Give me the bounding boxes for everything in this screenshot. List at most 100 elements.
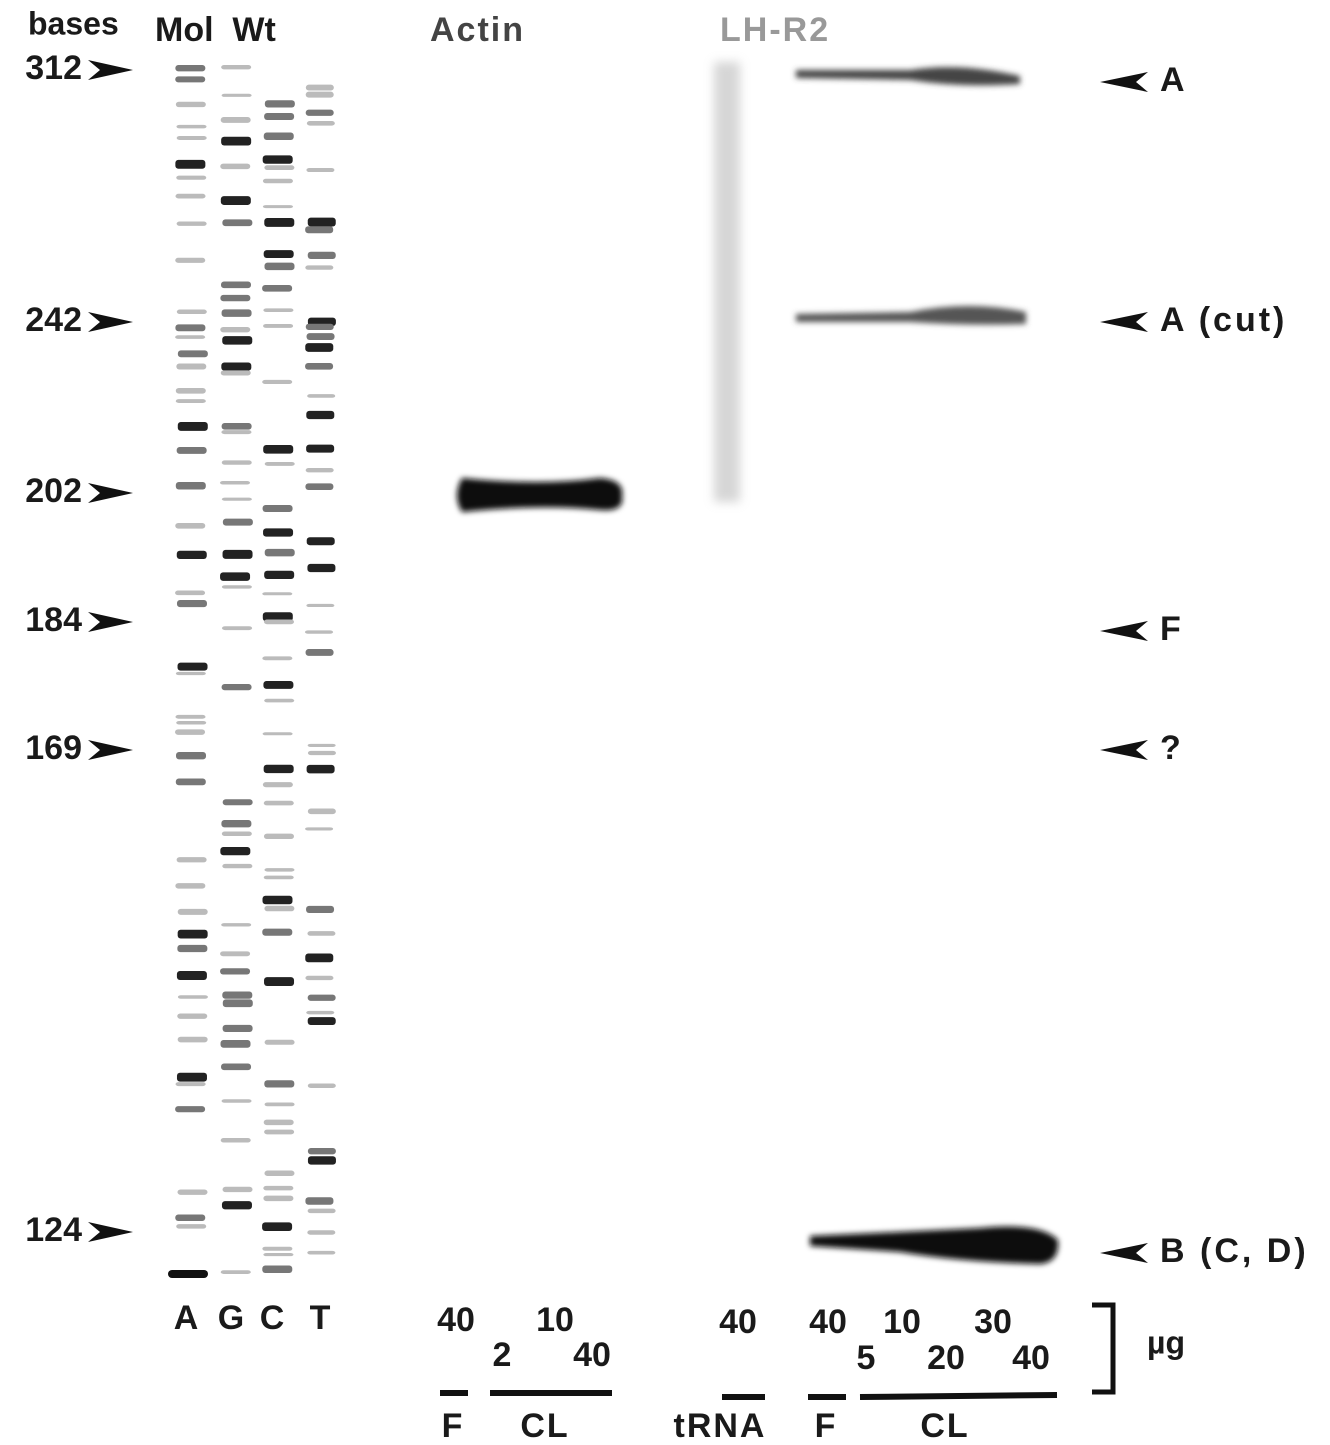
ladder-band	[264, 217, 295, 227]
ladder-band	[263, 1253, 294, 1257]
ladder-band	[176, 309, 207, 314]
ladder-band	[264, 548, 295, 557]
ladder-band	[307, 1230, 336, 1235]
ladder-band	[175, 193, 206, 199]
actin-band	[457, 478, 623, 512]
ladder-band	[264, 262, 295, 271]
ladder-band	[175, 714, 206, 719]
ladder-band	[307, 808, 336, 815]
ladder-band	[307, 394, 336, 398]
ladder-band	[305, 1197, 334, 1205]
ladder-band	[262, 1222, 293, 1231]
ladder-band	[306, 905, 335, 913]
ladder-band	[176, 857, 207, 863]
ladder-band	[175, 101, 206, 108]
ladder-band	[177, 662, 208, 671]
ladder-band	[305, 323, 334, 331]
ladder-band	[221, 460, 252, 465]
header-lh-r2: LH-R2	[720, 11, 830, 49]
ladder-band	[177, 1013, 208, 1019]
ladder-band	[263, 681, 294, 689]
ladder-band	[175, 671, 206, 676]
ladder-band	[221, 362, 252, 371]
ladder-band	[176, 446, 207, 454]
marker-label: 124	[25, 1211, 82, 1249]
ladder-band	[176, 175, 207, 180]
ladder-band	[307, 563, 336, 573]
header-bases: bases	[28, 5, 119, 41]
ladder-band	[176, 599, 207, 608]
ladder-band	[305, 467, 334, 473]
ladder-band	[221, 65, 252, 70]
band-arrow	[1100, 740, 1148, 760]
ladder-band	[175, 159, 206, 169]
ladder-band	[307, 1017, 336, 1025]
amount-label: 40	[573, 1336, 611, 1374]
ladder-band	[221, 831, 252, 837]
ladder-band	[264, 112, 295, 120]
trna-smear	[714, 62, 740, 502]
ladder-band	[264, 461, 295, 466]
ladder-band	[222, 336, 253, 345]
band-label: A (cut)	[1160, 301, 1287, 339]
ladder-band	[177, 944, 208, 953]
ladder-band	[305, 265, 334, 270]
ladder-band	[220, 1138, 251, 1143]
ladder-band	[307, 750, 336, 756]
ladder-band	[262, 1265, 293, 1273]
ladder-band	[262, 205, 293, 209]
ladder-band	[222, 999, 253, 1008]
group-label: F	[815, 1407, 838, 1445]
ladder-band	[264, 1080, 295, 1088]
ladder-band	[175, 76, 206, 83]
ladder-band	[175, 1214, 206, 1221]
ladder-band	[220, 327, 251, 333]
ladder-band	[263, 444, 294, 454]
band-label: ?	[1160, 729, 1184, 767]
header-mol-wt: Mol Wt	[155, 11, 276, 49]
ladder-band	[262, 505, 293, 512]
ladder-band	[263, 324, 294, 328]
ladder-band	[263, 619, 294, 625]
group-line	[859, 1392, 1058, 1400]
ladder-band	[175, 1106, 206, 1113]
ladder-band	[220, 1270, 251, 1274]
ladder-band	[221, 93, 252, 97]
ladder-band	[222, 549, 253, 559]
band-label: F	[1160, 610, 1184, 648]
ladder-band	[306, 764, 335, 774]
amount-label: 10	[883, 1303, 921, 1341]
ladder-band	[222, 518, 253, 526]
ladder-band	[175, 482, 206, 490]
band-arrow	[1100, 312, 1148, 332]
group-lines	[440, 1390, 1058, 1400]
ladder-band	[262, 592, 293, 596]
ladder-band	[306, 121, 335, 126]
ladder-band	[306, 603, 335, 608]
ladder-band	[264, 868, 295, 872]
ladder-band	[263, 308, 294, 313]
ladder-band	[307, 931, 336, 936]
ladder-band	[305, 84, 334, 91]
ladder-band	[176, 1224, 207, 1229]
ladder-band	[177, 422, 208, 431]
ladder-band	[307, 217, 336, 227]
ladder-band	[263, 800, 294, 806]
ladder-band	[306, 167, 335, 173]
ladder-band	[222, 991, 253, 999]
ladder-band	[220, 163, 251, 170]
ladder-band	[307, 1083, 336, 1088]
marker-label: 169	[25, 729, 82, 767]
ladder-band	[177, 350, 208, 358]
ladder-band	[175, 387, 206, 394]
ladder-band	[221, 422, 252, 430]
amount-label: 10	[536, 1301, 574, 1339]
ladder-band	[220, 951, 251, 957]
ladder-band	[221, 281, 252, 289]
ladder-band	[263, 1185, 294, 1191]
ladder-band	[264, 165, 295, 171]
ladder-band	[221, 1099, 252, 1103]
lane-label: G	[218, 1299, 244, 1337]
ladder-band	[220, 968, 251, 975]
